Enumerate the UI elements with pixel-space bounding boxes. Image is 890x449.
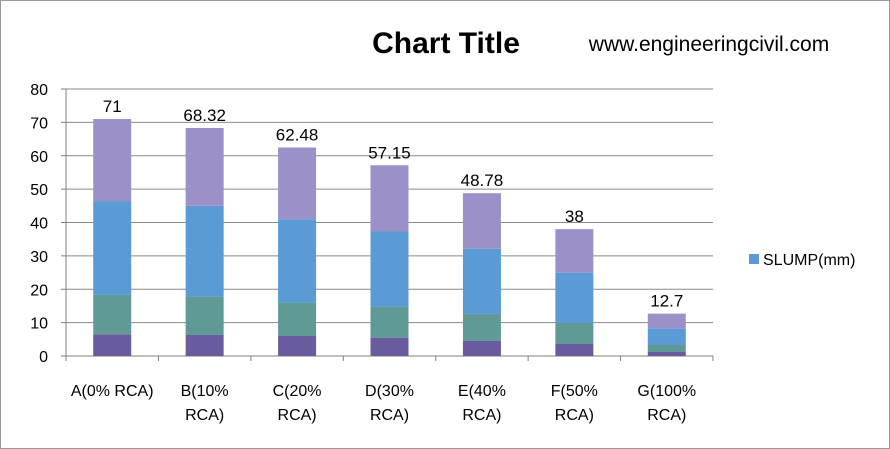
bar-segment [185,127,224,206]
bar-segment [93,334,132,356]
bar-segment [370,306,409,338]
bar-segment [647,344,686,352]
bar-segment [370,337,409,356]
bar-segment [278,147,317,220]
bar-segment [93,119,132,202]
legend: SLUMP(mm) [749,252,855,269]
x-axis-ticks: A(0% RCA) B(10% RCA) C(20% RCA) D(30% RCA) E(40… [65,356,714,424]
y-tick-label: 40 [30,216,48,233]
x-tick-label: RCA) [647,407,686,424]
x-tick-label: D(30% [365,383,414,400]
bar-segment [647,313,686,329]
legend-label: SLUMP(mm) [763,252,855,269]
y-tick-label: 10 [30,316,48,333]
x-tick-label: RCA) [555,407,594,424]
bar-segment [185,296,224,335]
bar-segment [647,351,686,356]
y-tick-label: 80 [30,82,48,99]
bar-segment [93,201,132,295]
legend-swatch [749,254,759,264]
y-tick-label: 50 [30,182,48,199]
bar-segment [278,302,317,336]
bar-segment [185,334,224,356]
bar-segment [370,165,409,232]
bar-segment [370,231,409,307]
bar-segment [278,219,317,303]
bar-segment [462,248,501,314]
data-label: 71 [103,97,122,116]
data-label: 62.48 [276,125,319,144]
bar-segment [555,272,594,323]
data-label: 12.7 [650,292,683,311]
data-label: 48.78 [461,171,504,190]
x-tick-label: RCA) [278,407,317,424]
bar-segment [555,343,594,356]
data-label: 38 [565,207,584,226]
chart-title: Chart Title [372,27,520,60]
x-tick-label: B(10% [181,383,229,400]
y-tick-label: 70 [30,115,48,132]
bar-segment [462,193,501,249]
bar-segment [555,229,594,273]
data-label: 57.15 [368,143,411,162]
data-label: 68.32 [183,106,226,125]
y-tick-label: 0 [39,349,48,366]
x-tick-label: RCA) [185,407,224,424]
bar-segment [185,205,224,297]
watermark-text: www.engineeringcivil.com [588,33,829,56]
bar-segment [462,313,501,341]
bar-segment [555,322,594,344]
y-axis-ticks: 0 10 20 30 40 50 60 70 80 [30,82,67,366]
x-tick-label: RCA) [462,407,501,424]
x-tick-label: E(40% [458,383,506,400]
x-tick-label: C(20% [273,383,322,400]
y-tick-label: 60 [30,149,48,166]
bar-segment [93,294,132,335]
y-tick-label: 30 [30,249,48,266]
y-tick-label: 20 [30,282,48,299]
x-tick-label: RCA) [370,407,409,424]
data-labels: 71 68.32 62.48 57.15 48.78 38 12.7 [103,97,684,311]
bar-segment [647,328,686,345]
bar-segment [278,335,317,356]
x-tick-label: A(0% RCA) [71,383,154,400]
x-tick-label: G(100% [637,383,696,400]
bars [93,119,686,356]
x-tick-label: F(50% [551,383,598,400]
bar-segment [462,340,501,356]
